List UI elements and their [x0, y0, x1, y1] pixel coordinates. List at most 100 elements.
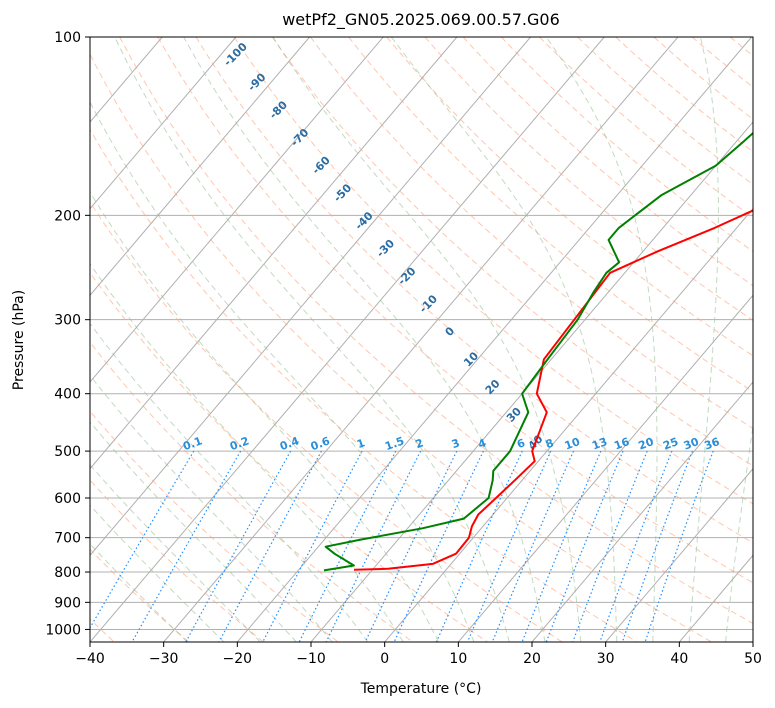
profiles	[323, 131, 753, 572]
y-tick-label: 500	[54, 444, 81, 460]
isotherm-line	[90, 37, 531, 557]
dry-adiabat	[195, 37, 753, 544]
moist-adiabat	[114, 37, 510, 642]
moist-adiabat	[183, 37, 546, 642]
dry-adiabat-label: -70	[288, 126, 311, 149]
moist-adiabat	[90, 421, 297, 642]
mixing-ratio-label: 13	[590, 435, 609, 452]
y-tick-label: 200	[54, 208, 81, 224]
isotherm-line	[90, 37, 384, 383]
x-tick-label: 50	[744, 651, 762, 667]
dry-adiabat-label: -10	[417, 292, 440, 315]
dry-adiabat	[90, 271, 488, 642]
mixing-ratio-label: 2	[414, 436, 426, 451]
dry-adiabat	[271, 37, 753, 467]
isotherm-line	[90, 37, 237, 210]
moist-adiabat	[90, 191, 439, 642]
dry-adiabat	[119, 37, 753, 625]
mixing-ratio-label: 6	[515, 436, 527, 451]
mixing-ratio-label: 0.2	[228, 434, 251, 453]
dry-adiabat	[90, 479, 264, 642]
moist-adiabat	[90, 464, 261, 642]
moist-adiabat	[90, 543, 188, 642]
y-tick-label: 800	[54, 565, 81, 581]
mixing-ratio-line	[435, 450, 523, 642]
dry-adiabat	[348, 37, 753, 393]
moist-adiabat	[90, 374, 333, 642]
isotherm-line	[752, 641, 753, 642]
mixing-ratio-label: 10	[563, 435, 582, 453]
mixing-ratio-label: 8	[544, 436, 556, 451]
y-tick-label: 400	[54, 387, 81, 403]
isotherm-line	[90, 37, 310, 297]
x-tick-label: 0	[380, 651, 389, 667]
dewpoint-profile	[323, 131, 753, 572]
x-tick-label: −20	[223, 651, 253, 667]
plot-frame	[89, 36, 754, 643]
dry-adiabat	[615, 37, 753, 153]
y-axis-label: Pressure (hPa)	[11, 290, 27, 390]
dry-adiabat	[539, 37, 753, 219]
mixing-ratio-line	[466, 450, 552, 642]
dry-adiabat	[386, 37, 753, 357]
x-tick-label: −40	[75, 651, 105, 667]
dry-adiabat-label: 30	[504, 405, 524, 425]
dry-adiabat	[233, 37, 753, 505]
dry-adiabat-label: -80	[267, 98, 290, 121]
mixing-ratio-line	[599, 450, 673, 642]
moist-adiabat	[391, 37, 618, 642]
mixing-ratio-line	[90, 450, 195, 629]
y-tick-label: 900	[54, 595, 81, 611]
isotherm-line	[605, 467, 753, 642]
mixing-ratio-label: 1.5	[383, 434, 406, 453]
isotherm-line	[236, 37, 752, 642]
mixing-ratio-label: 1	[355, 436, 367, 451]
x-tick-label: −30	[149, 651, 179, 667]
mixing-ratio-line	[364, 450, 458, 642]
mixing-ratio-label: 36	[703, 435, 722, 453]
mixing-ratio-label: 0.6	[309, 434, 332, 453]
mixing-ratio-line	[262, 450, 363, 642]
chart-title: wetPf2_GN05.2025.069.00.57.G06	[282, 10, 560, 30]
dry-adiabat	[310, 37, 753, 429]
dry-adiabat	[90, 341, 414, 642]
isotherm-line	[90, 37, 458, 470]
dry-adiabat-label: -60	[310, 154, 333, 177]
dry-adiabat-label: -30	[374, 237, 397, 260]
x-tick-label: 30	[597, 651, 615, 667]
y-tick-label: 600	[54, 491, 81, 507]
dry-adiabat-label: -90	[245, 70, 268, 93]
isotherm-line	[678, 554, 753, 642]
mixing-ratio-line	[572, 450, 648, 642]
grid-labels: 0.1 0.2 0.4 0.6 1 1.5 2 3 4 6 8 10 13 16 20 25 30 36-100-…	[181, 40, 721, 453]
mixing-ratio-label: 0.4	[278, 434, 301, 453]
axis-ticks: −40 −30 −20 −10 0 10 20 30 40 5010020030040050060…	[45, 30, 762, 667]
dry-adiabat	[90, 128, 638, 642]
mixing-ratio-line	[131, 450, 242, 642]
mixing-ratio-line	[521, 450, 602, 642]
y-tick-label: 300	[54, 313, 81, 329]
x-tick-label: 40	[670, 651, 688, 667]
x-tick-label: 10	[449, 651, 467, 667]
x-tick-label: 20	[523, 651, 541, 667]
mixing-ratio-label: 25	[661, 435, 680, 452]
mixing-ratio-label: 16	[612, 435, 631, 453]
y-tick-label: 100	[54, 30, 81, 46]
mixing-ratio-label: 20	[637, 435, 656, 453]
dry-adiabat-label: -50	[331, 181, 354, 204]
dry-adiabat	[462, 37, 753, 287]
isotherm-line	[531, 381, 753, 642]
background-grid	[90, 37, 775, 642]
x-tick-label: −10	[296, 651, 326, 667]
mixing-ratio-label: 4	[476, 436, 488, 451]
isotherm-line	[384, 207, 753, 642]
dry-adiabat	[768, 37, 775, 642]
mixing-ratio-line	[621, 450, 693, 642]
mixing-ratio-label: 30	[682, 435, 701, 453]
dry-adiabat-label: -40	[352, 209, 375, 232]
isotherm-line	[310, 121, 753, 642]
dry-adiabat	[691, 37, 753, 88]
isotherm-line	[90, 37, 605, 642]
